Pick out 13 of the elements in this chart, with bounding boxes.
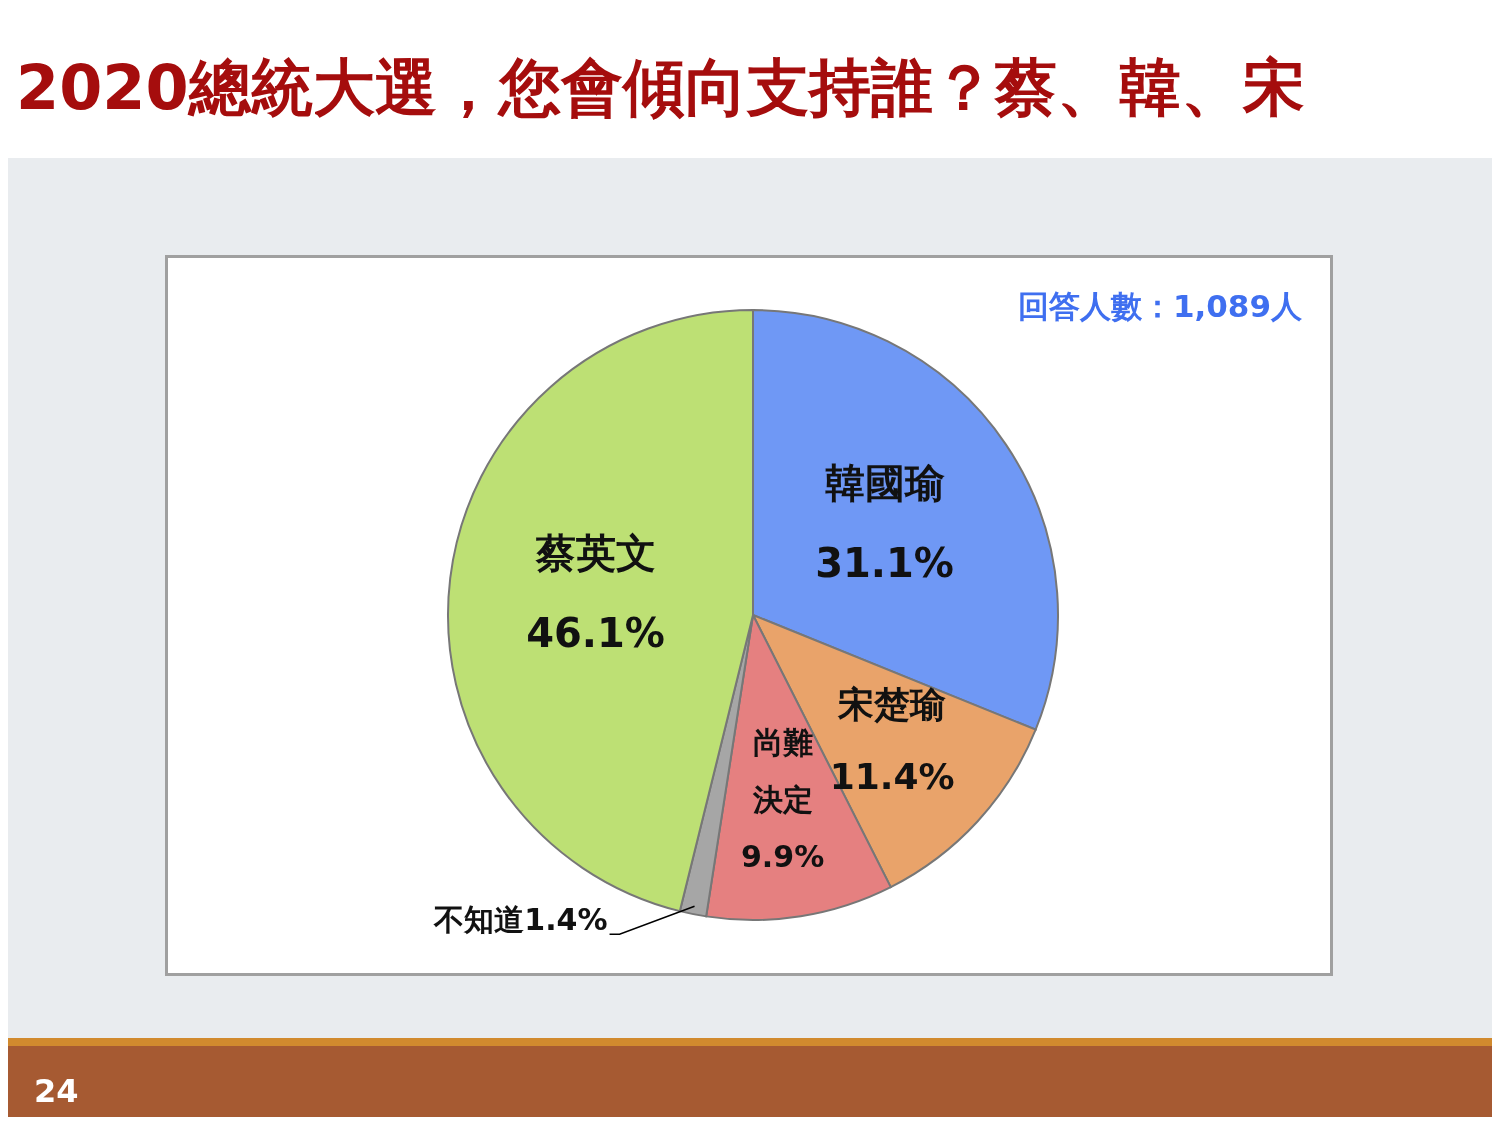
- data-label: 1.4%: [524, 902, 608, 938]
- slice-label: 蔡英文: [534, 529, 656, 576]
- data-label: 11.4%: [829, 756, 955, 798]
- slice-label: 宋楚瑜: [837, 684, 947, 726]
- text: 24: [34, 1072, 79, 1110]
- slice-label: 韓國瑜: [824, 460, 945, 507]
- slice-label: 尚難決定: [751, 725, 813, 818]
- slice-label: 不知道: [434, 902, 525, 938]
- data-label: 9.9%: [741, 839, 825, 875]
- text: 回答人數：1,089人: [1017, 287, 1302, 326]
- chart-title: 2020總統大選，您會傾向支持誰？蔡、韓、宋: [16, 50, 1305, 126]
- data-label: 31.1%: [815, 540, 954, 587]
- data-label: 46.1%: [526, 609, 665, 656]
